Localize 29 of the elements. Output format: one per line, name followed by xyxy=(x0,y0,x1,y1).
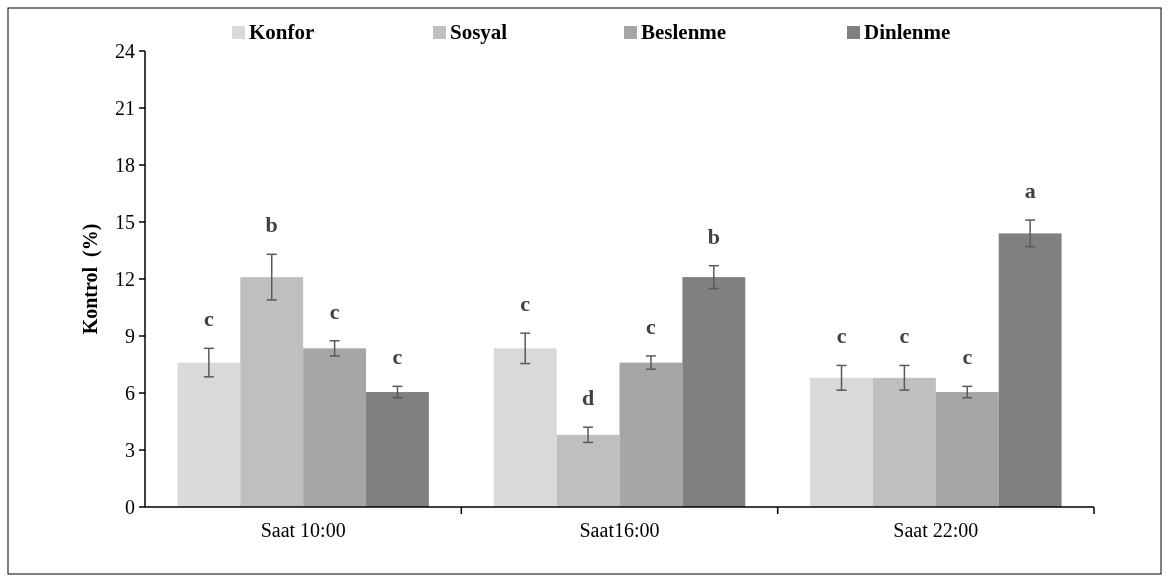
y-tick-label: 18 xyxy=(115,154,135,176)
annotation: c xyxy=(329,298,340,324)
y-axis-title: Kontrol (%) xyxy=(79,223,102,335)
annotation: d xyxy=(581,385,595,411)
annotation: b xyxy=(265,212,278,238)
y-tick-label: 3 xyxy=(125,439,135,461)
legend-label: Konfor xyxy=(249,20,315,44)
legend-label: Beslenme xyxy=(641,20,727,44)
y-tick-label: 6 xyxy=(125,382,135,404)
x-tick-label: Saat 22:00 xyxy=(893,519,979,541)
y-tick-label: 15 xyxy=(115,211,135,233)
y-tick-label: 24 xyxy=(115,40,135,62)
y-tick-label: 12 xyxy=(115,268,135,290)
annotation: c xyxy=(962,344,973,370)
y-tick-label: 9 xyxy=(125,325,135,347)
annotation: b xyxy=(707,223,720,249)
y-tick-label: 21 xyxy=(115,97,135,119)
x-tick-label: Saat 10:00 xyxy=(260,519,346,541)
annotation: c xyxy=(520,291,531,317)
annotation: a xyxy=(1024,178,1036,204)
annotation: c xyxy=(392,344,403,370)
y-tick-label: 0 xyxy=(125,496,135,518)
legend-label: Dinlenme xyxy=(864,20,951,44)
annotation: c xyxy=(646,313,657,339)
annotation: c xyxy=(836,323,847,349)
annotation: c xyxy=(203,306,214,332)
x-tick-label: Saat16:00 xyxy=(579,519,660,541)
legend-label: Sosyal xyxy=(450,20,508,44)
annotation: c xyxy=(899,323,910,349)
